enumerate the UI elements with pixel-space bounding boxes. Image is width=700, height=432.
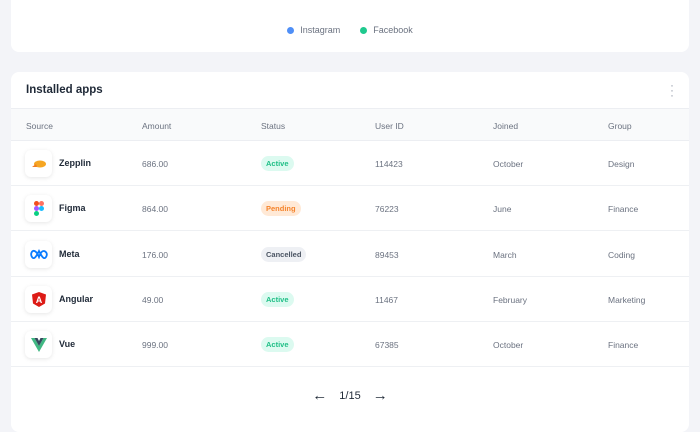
next-page-button[interactable]: →	[372, 387, 388, 404]
source-name: Meta	[59, 248, 80, 259]
table-row[interactable]: A Angular 49.00 Active 11467 February Ma…	[11, 277, 689, 322]
group: Coding	[608, 249, 635, 260]
x-tick-label: Sun	[56, 0, 70, 1]
status-badge: Cancelled	[261, 246, 307, 262]
joined: March	[493, 249, 517, 260]
amount: 999.00	[142, 340, 168, 351]
svg-text:A: A	[35, 295, 42, 305]
table-header: Source Amount Status User ID Joined Grou…	[11, 108, 689, 141]
page-indicator: 1/15	[339, 389, 361, 402]
user-id: 114423	[375, 159, 403, 169]
user-id: 76223	[375, 204, 399, 215]
x-tick-label: Thu	[467, 0, 481, 1]
col-status: Status	[261, 121, 286, 131]
chart-legend: Instagram Facebook	[11, 25, 689, 35]
zeplin-logo-icon	[25, 150, 52, 177]
group: Marketing	[608, 294, 646, 305]
status-badge: Pending	[261, 201, 301, 217]
status-badge: Active	[261, 291, 294, 307]
amount: 49.00	[142, 294, 164, 305]
amount: 864.00	[142, 204, 168, 215]
table-row[interactable]: Meta 176.00 Cancelled 89453 March Coding	[11, 232, 689, 277]
card-title: Installed apps	[26, 84, 103, 96]
facebook-dot-icon	[360, 26, 368, 34]
user-id: 11467	[375, 294, 399, 305]
col-source: Source	[26, 121, 53, 131]
table-row[interactable]: Figma 864.00 Pending 76223 June Finance	[11, 186, 689, 232]
legend-label: Instagram	[300, 25, 341, 35]
meta-logo-icon	[25, 240, 52, 268]
installed-apps-card: Installed apps · · · Source Amount Status …	[11, 72, 689, 432]
more-options-icon[interactable]: · · ·	[670, 78, 674, 102]
group: Finance	[608, 204, 639, 215]
amount: 176.00	[142, 249, 168, 260]
col-group: Group	[608, 121, 632, 131]
legend-facebook[interactable]: Facebook	[360, 25, 413, 35]
pagination: ← 1/15 →	[11, 387, 689, 404]
x-tick-label: Wed	[363, 0, 379, 1]
status-badge: Active	[261, 337, 294, 353]
angular-logo-icon: A	[25, 285, 52, 313]
group: Design	[608, 159, 635, 169]
joined: February	[493, 294, 528, 305]
x-tick-label: Mon	[157, 0, 173, 1]
chart-card: Sun Mon Tue Wed Thu Fri Sat Instagram Facebook	[11, 0, 689, 52]
x-tick-label: Fri	[570, 0, 579, 1]
vue-logo-icon	[25, 331, 52, 359]
user-id: 67385	[375, 340, 399, 351]
prev-page-button[interactable]: ←	[312, 387, 328, 404]
joined: October	[493, 159, 524, 169]
instagram-dot-icon	[287, 26, 295, 34]
source-name: Figma	[59, 203, 86, 214]
col-joined: Joined	[493, 121, 519, 131]
status-badge: Active	[261, 156, 294, 171]
joined: October	[493, 340, 524, 351]
user-id: 89453	[375, 249, 399, 260]
x-tick-label: Tue	[261, 0, 275, 1]
joined: June	[493, 204, 512, 215]
figma-logo-icon	[25, 195, 52, 223]
source-name: Vue	[59, 339, 76, 350]
source-name: Angular	[59, 293, 94, 304]
col-user-id: User ID	[375, 121, 404, 131]
table-row[interactable]: Zepplin 686.00 Active 114423 October Des…	[11, 141, 689, 186]
legend-label: Facebook	[373, 25, 413, 35]
x-tick-label: Sat	[669, 0, 681, 1]
group: Finance	[608, 340, 639, 351]
source-name: Zepplin	[59, 158, 91, 168]
table-row[interactable]: Vue 999.00 Active 67385 October Finance	[11, 322, 689, 368]
legend-instagram[interactable]: Instagram	[287, 25, 340, 35]
amount: 686.00	[142, 159, 168, 169]
col-amount: Amount	[142, 121, 172, 131]
x-axis-labels: Sun Mon Tue Wed Thu Fri Sat	[11, 0, 689, 2]
